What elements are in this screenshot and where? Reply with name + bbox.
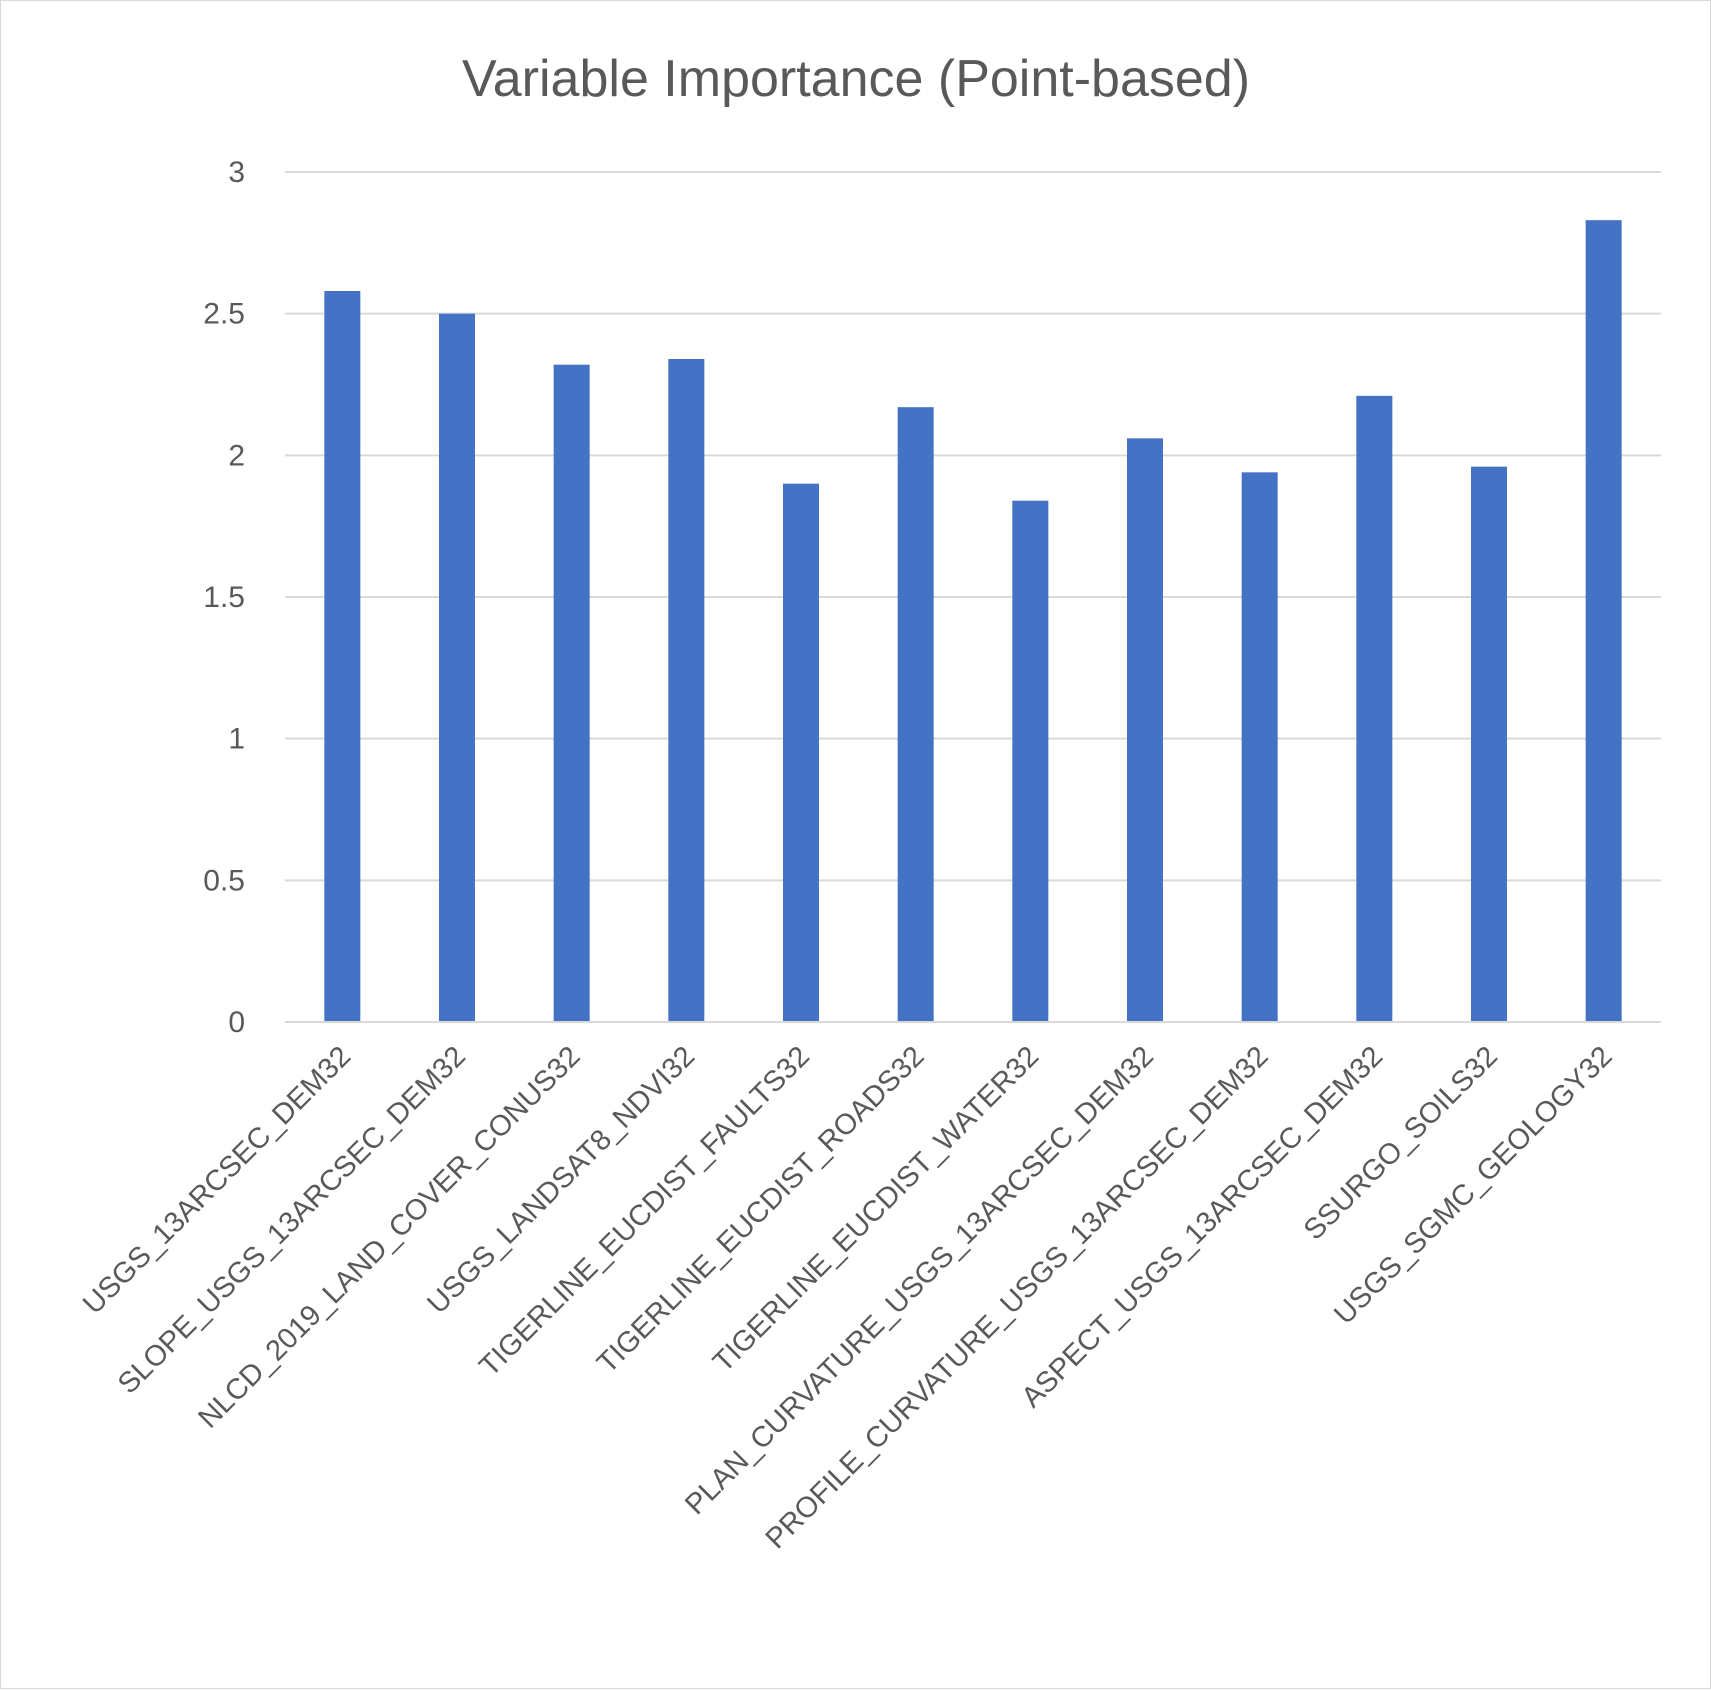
chart-title: Variable Importance (Point-based)	[462, 50, 1250, 108]
bar	[1127, 438, 1163, 1022]
bar	[783, 483, 819, 1023]
bar	[668, 359, 705, 1022]
bar	[324, 291, 361, 1022]
bar	[1585, 220, 1622, 1022]
x-category-label: SSURGO_SOILS32	[1298, 1040, 1504, 1246]
y-tick-label: 1	[228, 723, 245, 756]
y-tick-label: 0	[228, 1006, 245, 1039]
y-axis-tick-labels: 0 0.5 1 1.5 2 2.5 3	[203, 156, 245, 1039]
bar	[1471, 466, 1507, 1023]
bars	[324, 220, 1622, 1023]
bar	[1356, 395, 1393, 1022]
x-axis-category-labels: USGS_13ARCSEC_DEM32SLOPE_USGS_13ARCSEC_D…	[77, 1040, 1619, 1555]
bar	[1012, 500, 1049, 1023]
bar	[1241, 472, 1278, 1022]
bar	[439, 313, 475, 1023]
bar	[897, 407, 934, 1023]
bar	[553, 364, 590, 1023]
y-tick-label: 0.5	[203, 864, 245, 897]
y-tick-label: 2	[228, 439, 245, 472]
gridlines	[285, 171, 1661, 882]
y-tick-label: 3	[228, 156, 245, 189]
y-tick-label: 2.5	[203, 298, 245, 331]
y-tick-label: 1.5	[203, 581, 245, 614]
